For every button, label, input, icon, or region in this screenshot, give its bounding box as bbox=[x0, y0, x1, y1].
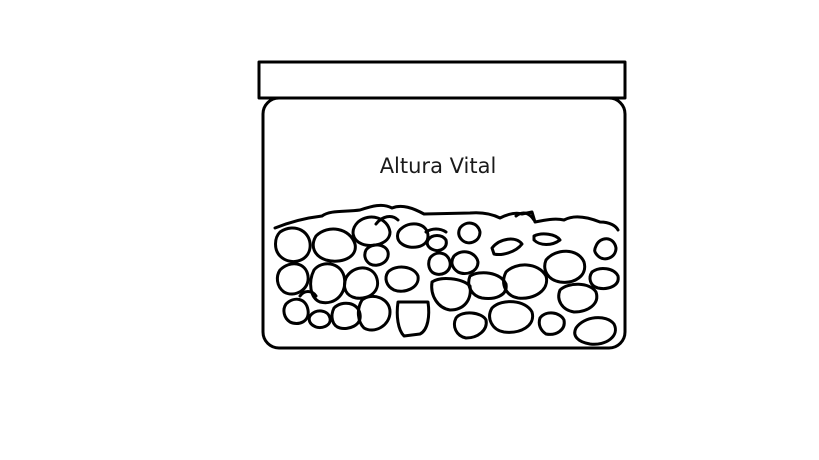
stone-fragment bbox=[514, 211, 536, 222]
stone bbox=[384, 265, 420, 293]
stone bbox=[356, 295, 392, 332]
stone bbox=[396, 222, 430, 249]
stone bbox=[425, 234, 448, 252]
stone bbox=[430, 277, 472, 312]
jar-label: Altura Vital bbox=[380, 154, 497, 178]
stone bbox=[342, 266, 379, 300]
stone bbox=[490, 237, 524, 256]
stone bbox=[309, 262, 347, 305]
stone bbox=[311, 227, 357, 263]
stone bbox=[307, 309, 332, 330]
stone-fragment bbox=[374, 215, 400, 226]
stone bbox=[330, 301, 362, 330]
stone bbox=[467, 271, 508, 300]
stones-top-contour bbox=[273, 203, 620, 232]
stone bbox=[543, 249, 587, 284]
stone-fragment bbox=[424, 227, 448, 234]
stone bbox=[427, 251, 452, 276]
stone bbox=[488, 300, 535, 334]
stones-pile bbox=[274, 211, 620, 346]
stone bbox=[573, 316, 617, 346]
stone bbox=[274, 226, 312, 264]
jar-lid bbox=[257, 60, 627, 100]
stone bbox=[395, 300, 431, 338]
stone bbox=[537, 311, 566, 336]
stone bbox=[502, 263, 549, 300]
stone bbox=[457, 221, 482, 245]
stone bbox=[282, 297, 310, 325]
stone bbox=[557, 282, 599, 314]
stone bbox=[532, 232, 562, 246]
stone bbox=[351, 215, 392, 247]
stone-fragment bbox=[298, 290, 318, 298]
stone bbox=[275, 262, 310, 296]
stone bbox=[450, 250, 480, 276]
stone bbox=[452, 311, 488, 340]
jar-body bbox=[261, 96, 627, 350]
stone bbox=[588, 267, 620, 290]
stone bbox=[363, 243, 390, 267]
stone bbox=[593, 237, 618, 261]
